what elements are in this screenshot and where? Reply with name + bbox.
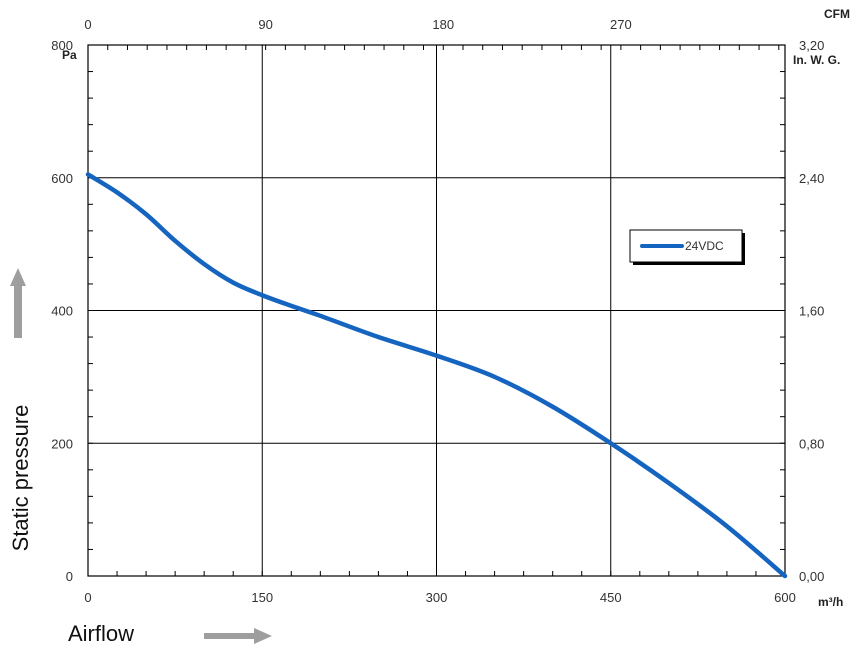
x-tick-label: 0 <box>84 590 91 605</box>
minor-ticks <box>87 44 786 577</box>
x2-tick-label: 270 <box>610 17 632 32</box>
y2-tick-label: 3,20 <box>799 38 824 53</box>
x2-tick-label: 0 <box>84 17 91 32</box>
up-arrow-head <box>10 268 26 286</box>
y2-tick-label: 2,40 <box>799 171 824 186</box>
x-unit-label: m³/h <box>818 595 843 609</box>
up-arrow-shaft <box>14 286 22 338</box>
x2-unit-label: CFM <box>824 7 850 21</box>
y-tick-label: 200 <box>51 436 73 451</box>
y2-tick-label: 0,00 <box>799 569 824 584</box>
x-tick-label: 300 <box>426 590 448 605</box>
y2-tick-label: 1,60 <box>799 304 824 319</box>
series-line-24vdc <box>85 172 788 579</box>
y-axis-title: Static pressure <box>8 405 33 552</box>
grid <box>87 44 786 577</box>
x-tick-label: 600 <box>774 590 796 605</box>
x-axis-title: Airflow <box>68 621 134 646</box>
y-tick-label: 600 <box>51 171 73 186</box>
right-arrow-shaft <box>204 633 256 639</box>
x-tick-label: 450 <box>600 590 622 605</box>
up-arrow-icon <box>10 268 26 338</box>
right-arrow-head <box>254 628 272 644</box>
legend-entry-24vdc: 24VDC <box>685 239 724 253</box>
x-tick-label: 150 <box>251 590 273 605</box>
x2-tick-label: 90 <box>258 17 272 32</box>
y-unit-label: Pa <box>62 48 77 62</box>
y2-unit-label: In. W. G. <box>793 53 840 67</box>
right-arrow-icon <box>204 628 272 644</box>
tick-labels: 0 150 300 450 600 0 200 400 600 800 0,00 0,80 1,60 2,… <box>51 17 824 605</box>
series-layer <box>85 172 788 579</box>
y-tick-label: 400 <box>51 304 73 319</box>
legend: 24VDC <box>629 229 745 265</box>
plot-frame <box>87 44 786 577</box>
y2-tick-label: 0,80 <box>799 436 824 451</box>
y-tick-label: 0 <box>66 569 73 584</box>
y-tick-label: 800 <box>51 38 73 53</box>
x2-tick-label: 180 <box>432 17 454 32</box>
